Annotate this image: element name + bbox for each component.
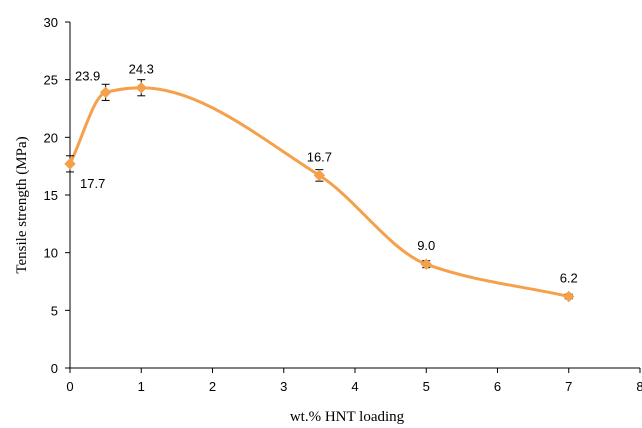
x-tick-label: 8: [636, 379, 642, 394]
x-tick-label: 0: [66, 379, 73, 394]
y-tick-label: 25: [44, 73, 58, 88]
x-tick-label: 1: [138, 379, 145, 394]
y-tick-label: 20: [44, 130, 58, 145]
data-label: 24.3: [129, 62, 154, 77]
error-bars: [66, 79, 573, 300]
x-tick-label: 5: [423, 379, 430, 394]
data-point-marker: [135, 82, 147, 94]
x-tick-label: 6: [494, 379, 501, 394]
data-point-marker: [420, 258, 432, 270]
x-axis-ticks: 0 1 2 3 4 5 6 7 8: [66, 368, 642, 394]
y-tick-label: 10: [44, 246, 58, 261]
data-label: 16.7: [307, 149, 332, 164]
series-line: [68, 86, 571, 298]
axes: [69, 22, 640, 369]
data-point-marker: [64, 158, 76, 170]
data-label: 6.2: [560, 270, 578, 285]
x-tick-label: 4: [351, 379, 358, 394]
data-label: 17.7: [80, 176, 105, 191]
y-tick-label: 5: [51, 303, 58, 318]
y-tick-label: 15: [44, 188, 58, 203]
x-tick-label: 3: [280, 379, 287, 394]
data-label: 9.0: [417, 238, 435, 253]
x-tick-label: 7: [565, 379, 572, 394]
data-label: 23.9: [75, 68, 100, 83]
y-tick-label: 30: [44, 15, 58, 30]
x-axis-label: wt.% HNT loading: [290, 409, 405, 425]
data-point-marker: [99, 86, 112, 99]
data-labels: 17.7 23.9 24.3 16.7 9.0 6.2: [75, 62, 578, 286]
y-axis-label: Tensile strength (MPa): [14, 136, 30, 273]
data-markers: [64, 82, 575, 303]
x-tick-label: 2: [209, 379, 216, 394]
y-tick-label: 0: [51, 361, 58, 376]
data-point-marker: [313, 169, 326, 182]
data-point-marker: [563, 290, 575, 303]
y-axis-ticks: 0 5 10 15 20 25 30: [44, 15, 70, 376]
